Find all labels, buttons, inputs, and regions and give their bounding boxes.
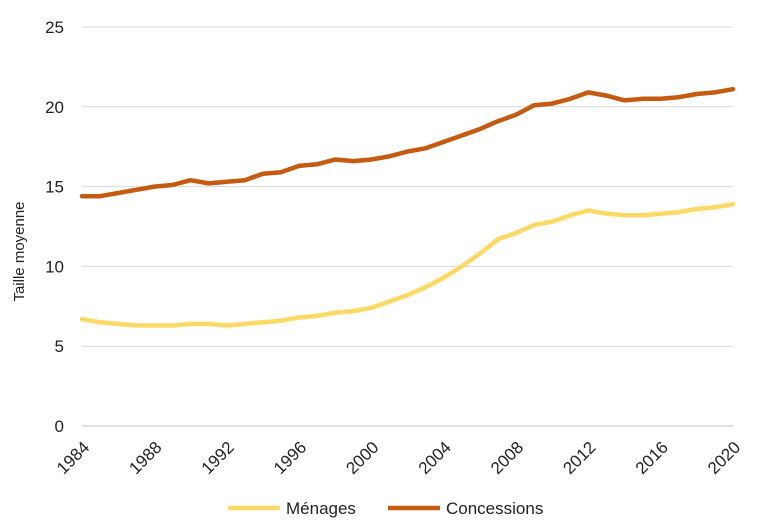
x-tick-label: 2020 [704,438,744,478]
legend-label-0: Ménages [286,499,356,518]
x-axis-ticks: 1984 1988 1992 1996 2000 2004 2008 2012 2016 2020 [53,438,744,478]
y-tick-label: 5 [55,337,64,356]
y-axis-ticks: 0 5 10 15 20 25 [45,18,64,436]
x-tick-label: 2016 [632,438,672,478]
y-tick-label: 15 [45,178,64,197]
y-tick-label: 10 [45,257,64,276]
legend-label-1: Concessions [446,499,543,518]
x-tick-label: 2012 [559,438,599,478]
y-axis-title: Taille moyenne [11,201,28,301]
x-tick-label: 1984 [53,438,93,478]
x-tick-label: 2008 [487,438,527,478]
x-tick-label: 1988 [125,438,165,478]
series-lines [79,86,736,328]
y-tick-label: 0 [55,417,64,436]
series-line-0 [79,201,736,328]
y-tick-label: 20 [45,98,64,117]
gridlines [82,26,733,347]
y-tick-label: 25 [45,18,64,37]
x-tick-label: 1996 [270,438,310,478]
x-tick-label: 1992 [198,438,238,478]
x-tick-label: 2000 [342,438,382,478]
x-tick-label: 2004 [415,438,455,478]
series-line-1 [79,86,736,199]
legend: Ménages Concessions [228,499,543,518]
